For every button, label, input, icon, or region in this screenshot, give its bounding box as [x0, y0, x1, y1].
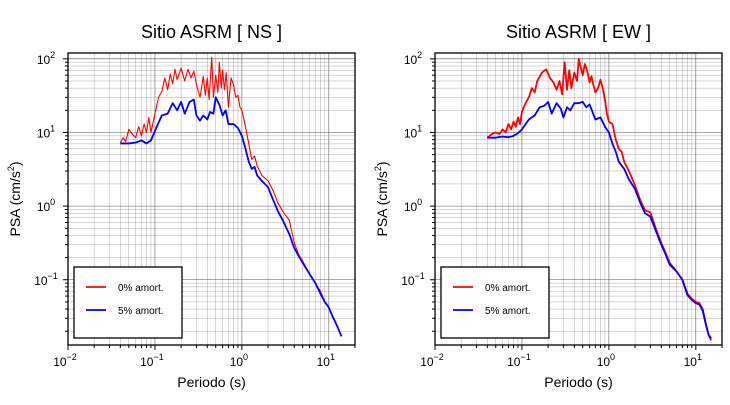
y-tick-label: 10−1 [401, 271, 425, 288]
series-line-undamped [119, 56, 343, 337]
series-line-damped [487, 101, 712, 339]
grid [67, 53, 356, 345]
plot-frame [67, 52, 356, 346]
x-tick-label: 101 [317, 352, 335, 369]
legend-box [73, 266, 183, 339]
series-line-damped [120, 96, 343, 337]
legend-label: 5% amort. [118, 306, 164, 317]
y-tick-label: 100 [404, 197, 422, 214]
legend-box [440, 266, 550, 339]
legend-label: 5% amort. [485, 306, 531, 317]
x-tick-label: 100 [597, 352, 615, 369]
chart-panel-1: 10−2 10−1 100 101 10−1 100 101 102 Sitio ASRM [ … [373, 22, 723, 390]
y-tick-label: 101 [37, 123, 55, 140]
x-tick-label: 10−1 [140, 352, 164, 369]
legend: 0% amort. 5% amort. [73, 266, 183, 339]
y-tick-label: 101 [404, 123, 422, 140]
chart-title: Sitio ASRM [ EW ] [506, 22, 651, 42]
y-tick-label: 10−1 [34, 271, 58, 288]
chart-panel-0: 10−2 10−1 100 101 10−1 100 101 102 Sitio ASRM [ … [6, 22, 356, 390]
y-tick-label: 102 [37, 50, 55, 67]
x-tick-label: 10−2 [420, 352, 444, 369]
x-tick-label: 10−2 [53, 352, 77, 369]
y-tick-label: 100 [37, 197, 55, 214]
chart-title: Sitio ASRM [ NS ] [141, 22, 282, 42]
x-tick-label: 100 [230, 352, 248, 369]
legend-label: 0% amort. [118, 283, 164, 294]
legend-label: 0% amort. [485, 283, 531, 294]
x-tick-label: 10−1 [507, 352, 531, 369]
plot-frame [434, 52, 723, 346]
x-tick-label: 101 [684, 352, 702, 369]
y-axis-label: PSA (cm/s2) [6, 161, 23, 236]
x-axis-label: Periodo (s) [177, 374, 245, 390]
legend: 0% amort. 5% amort. [440, 266, 550, 339]
y-tick-label: 102 [404, 50, 422, 67]
x-axis-label: Periodo (s) [544, 374, 612, 390]
y-axis-label: PSA (cm/s2) [373, 161, 390, 236]
